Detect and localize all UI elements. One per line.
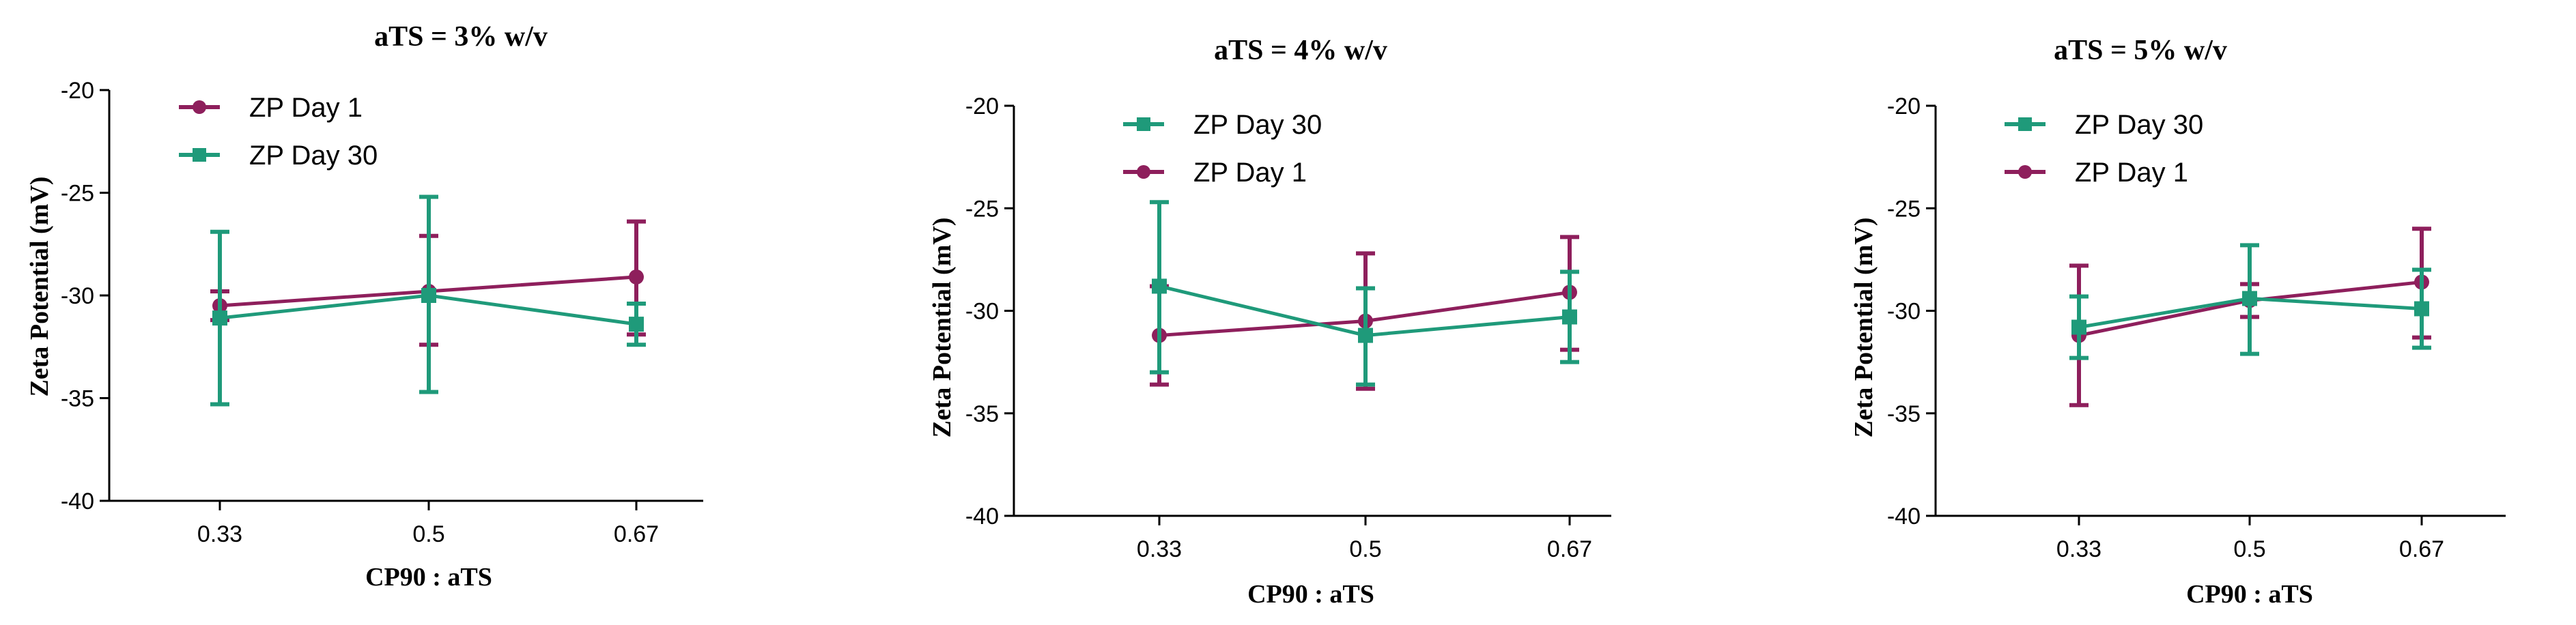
panel-1-legend: ZP Day 1 ZP Day 30 — [179, 93, 378, 171]
panel-1-ylabel: Zeta Potential (mV) — [25, 177, 54, 397]
data-point — [1152, 278, 1167, 294]
panel-2-legend-entry-1: ZP Day 30 — [1123, 110, 1322, 140]
x-tick-label: 0.5 — [412, 521, 444, 547]
x-tick-label: 0.67 — [614, 521, 659, 547]
legend-marker — [2018, 165, 2032, 179]
data-point — [2414, 301, 2429, 317]
legend-label: ZP Day 30 — [249, 141, 378, 171]
series-day30 — [210, 194, 646, 407]
x-tick-label: 0.67 — [2399, 536, 2444, 562]
panel-3-legend-entry-1: ZP Day 30 — [2005, 110, 2203, 140]
y-tick-label: -20 — [1887, 93, 1921, 119]
panel-1-xlabel: CP90 : aTS — [365, 563, 492, 592]
data-point — [421, 288, 436, 303]
data-point — [1358, 328, 1373, 343]
data-point — [629, 269, 644, 285]
panel-3-title: aTS = 5% w/v — [2054, 35, 2227, 66]
y-tick-label: -35 — [61, 386, 94, 412]
legend-label: ZP Day 30 — [2075, 110, 2203, 140]
panel-1: aTS = 3% w/v Zeta Potential (mV) CP90 : … — [25, 21, 703, 592]
y-tick-label: -25 — [1887, 196, 1921, 222]
data-point — [629, 317, 644, 332]
legend-label: ZP Day 1 — [2075, 158, 2188, 188]
x-tick-label: 0.33 — [197, 521, 242, 547]
panel-1-legend-entry-1: ZP Day 1 — [179, 93, 363, 123]
legend-label: ZP Day 1 — [249, 93, 363, 123]
panel-3: aTS = 5% w/v Zeta Potential (mV) CP90 : … — [1850, 35, 2506, 609]
legend-label: ZP Day 1 — [1193, 158, 1307, 188]
x-tick-label: 0.5 — [2233, 536, 2265, 562]
x-tick-label: 0.33 — [2056, 536, 2101, 562]
legend-marker — [193, 148, 206, 162]
panel-3-ylabel: Zeta Potential (mV) — [1850, 218, 1878, 438]
data-point — [2242, 291, 2257, 306]
data-point — [2071, 319, 2086, 335]
panel-3-xlabel: CP90 : aTS — [2186, 580, 2313, 609]
panel-3-plot: -20 -25 -30 -35 -40 0.33 0.5 0.67 — [1887, 93, 2506, 562]
series-day30 — [1150, 200, 1579, 387]
panel-2-ylabel: Zeta Potential (mV) — [928, 218, 957, 438]
y-tick-label: -30 — [1887, 299, 1921, 325]
panel-2-legend-entry-2: ZP Day 1 — [1123, 158, 1307, 188]
panel-3-legend-entry-2: ZP Day 1 — [2005, 158, 2188, 188]
legend-marker — [2018, 117, 2032, 131]
y-tick-label: -35 — [965, 401, 999, 427]
panel-1-legend-entry-2: ZP Day 30 — [179, 141, 378, 171]
x-tick-label: 0.67 — [1547, 536, 1592, 562]
legend-marker — [1137, 165, 1150, 179]
legend-marker — [193, 100, 206, 114]
panel-2-plot: -20 -25 -30 -35 -40 0.33 0.5 0.67 — [965, 93, 1611, 562]
panel-2-xlabel: CP90 : aTS — [1247, 580, 1374, 609]
y-tick-label: -30 — [965, 299, 999, 325]
x-tick-label: 0.5 — [1349, 536, 1381, 562]
y-tick-label: -25 — [965, 196, 999, 222]
panel-1-title: aTS = 3% w/v — [374, 21, 548, 53]
legend-label: ZP Day 30 — [1193, 110, 1322, 140]
legend-marker — [1137, 117, 1150, 131]
panel-1-plot: -20 -25 -30 -35 -40 0.33 0.5 0.67 — [61, 78, 703, 547]
data-point — [212, 310, 227, 326]
x-tick-label: 0.33 — [1137, 536, 1182, 562]
panel-2: aTS = 4% w/v Zeta Potential (mV) CP90 : … — [928, 35, 1611, 609]
panel-2-title: aTS = 4% w/v — [1214, 35, 1387, 66]
y-tick-label: -40 — [61, 489, 94, 514]
panel-3-legend: ZP Day 30 ZP Day 1 — [2005, 110, 2203, 188]
series-day30 — [2069, 243, 2431, 360]
y-tick-label: -35 — [1887, 401, 1921, 427]
data-point — [1562, 309, 1577, 325]
y-tick-label: -40 — [965, 504, 999, 529]
y-tick-label: -20 — [965, 93, 999, 119]
panel-2-legend: ZP Day 30 ZP Day 1 — [1123, 110, 1322, 188]
y-tick-label: -25 — [61, 181, 94, 207]
y-tick-label: -30 — [61, 283, 94, 309]
y-tick-label: -40 — [1887, 504, 1921, 529]
y-tick-label: -20 — [61, 78, 94, 104]
